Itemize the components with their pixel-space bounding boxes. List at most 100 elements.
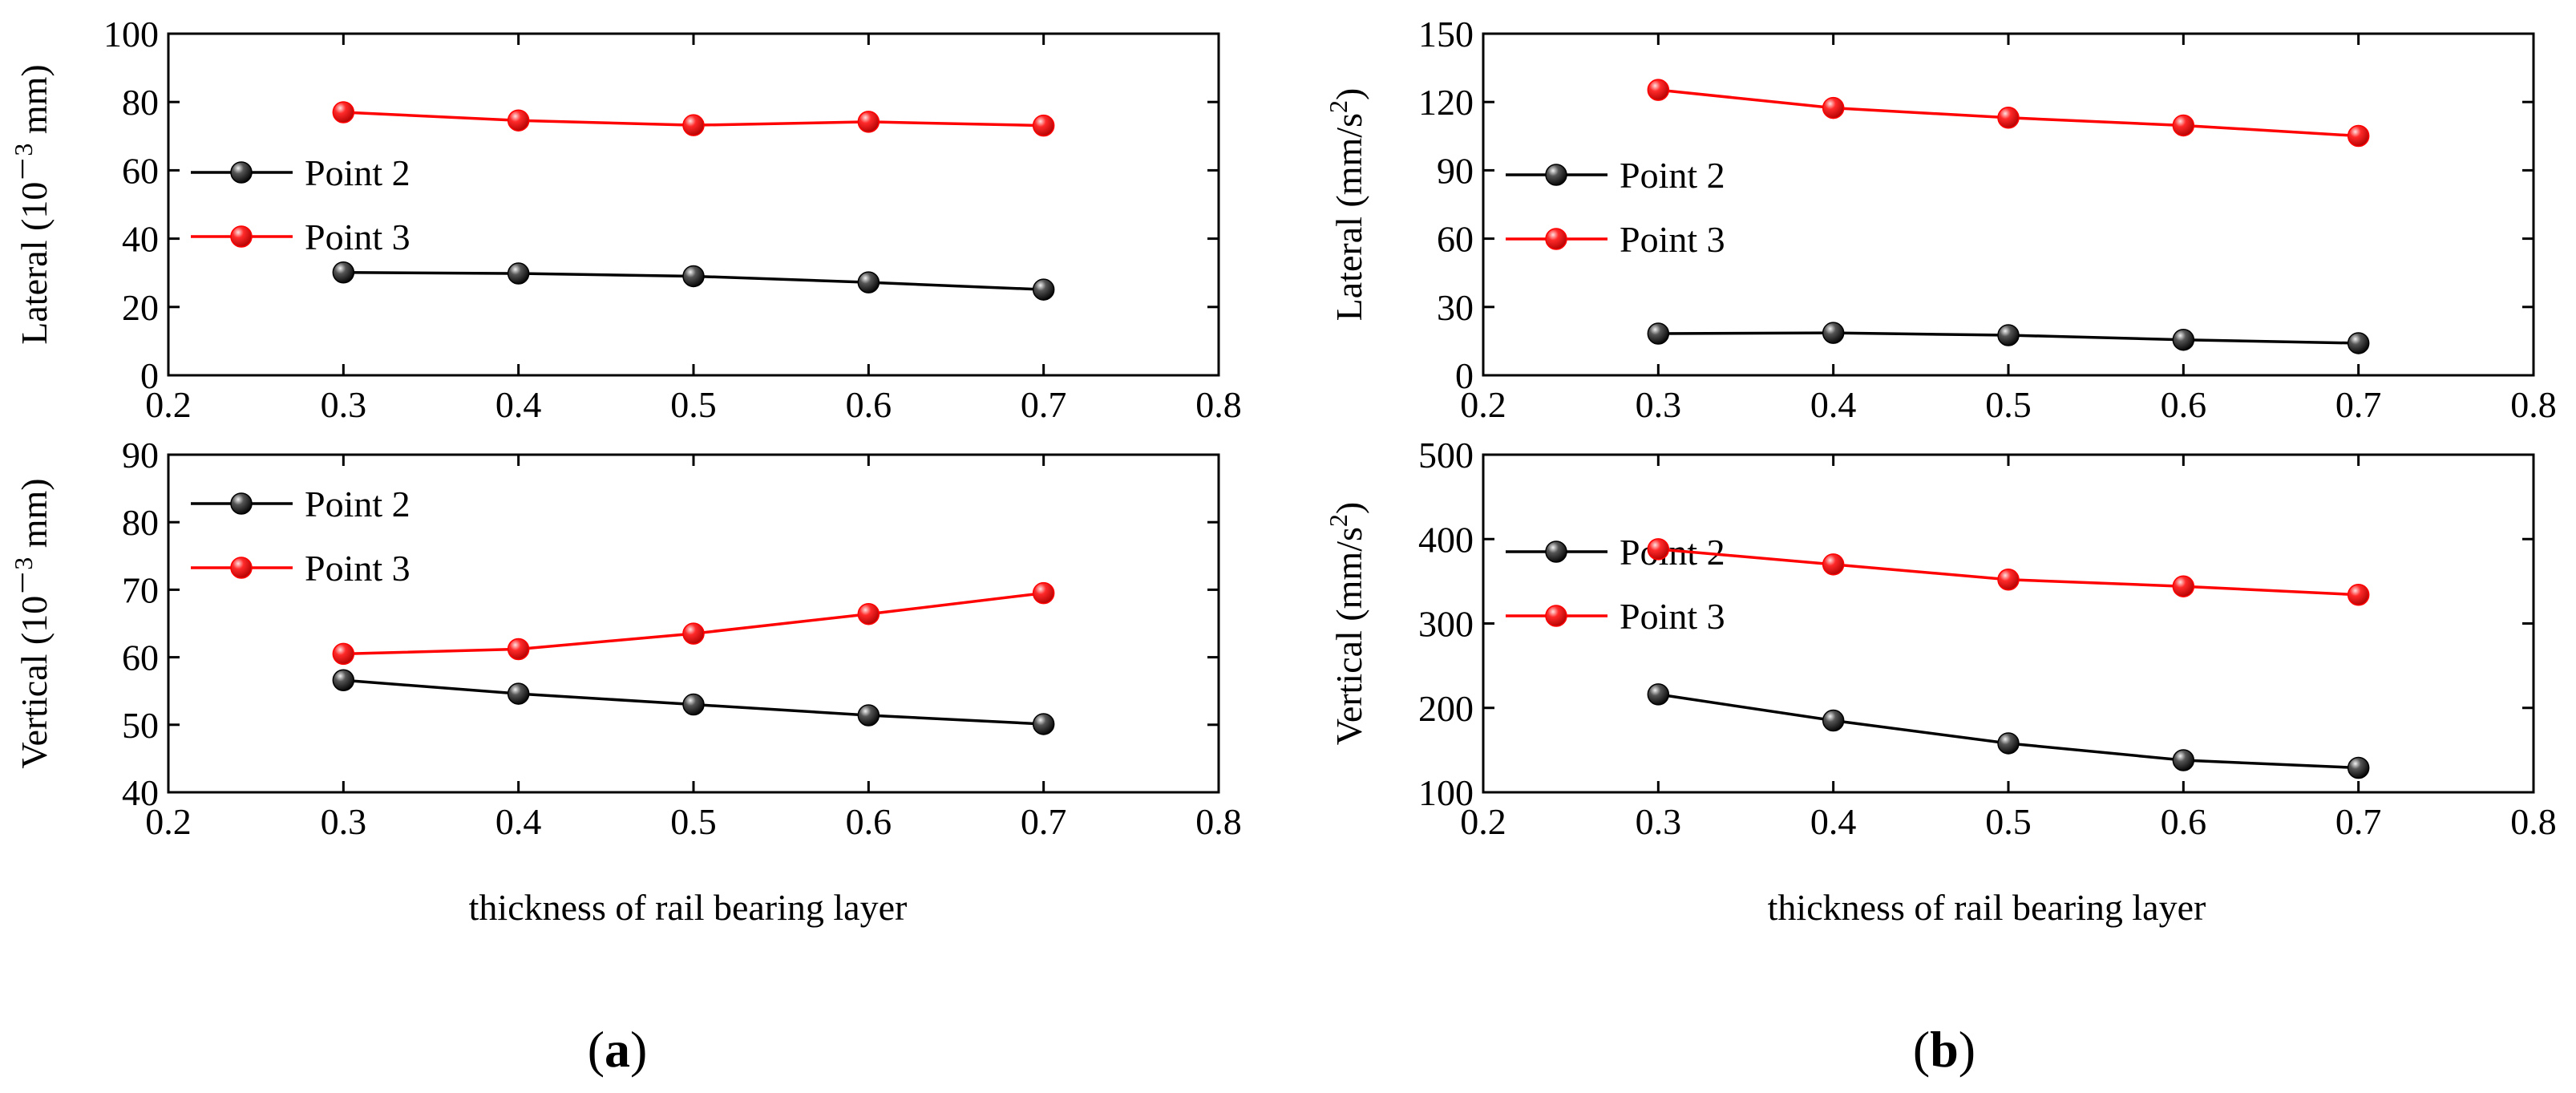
- legend-label: Point 3: [305, 548, 410, 589]
- legend-marker: [230, 492, 253, 515]
- y-tick-label: 40: [122, 772, 159, 813]
- y-axis-title-suffix: mm): [14, 64, 55, 143]
- x-tick-label: 0.4: [495, 384, 542, 425]
- x-tick-label: 0.2: [1460, 384, 1506, 425]
- data-point: [1997, 107, 2020, 129]
- legend-label: Point 3: [1620, 219, 1725, 260]
- data-point: [857, 704, 880, 727]
- panel-a-top-chart: 0.2 0.3 0.4 0.5 0.6 0.7 0.8 0 20 40 60 80 100 Lateral…: [9, 14, 1242, 425]
- x-tick-label: 0.7: [1021, 801, 1067, 842]
- panel-label-a: (a): [588, 1021, 648, 1078]
- y-tick-label: 70: [122, 569, 159, 610]
- x-tick-label: 0.5: [670, 384, 717, 425]
- panel-label-b-close: ): [1959, 1021, 1975, 1078]
- legend-label: Point 3: [305, 217, 410, 257]
- y-tick-label: 60: [1437, 219, 1474, 260]
- y-tick-label: 60: [122, 150, 159, 191]
- x-tick-label: 0.8: [2510, 384, 2557, 425]
- x-tick-label: 0.4: [495, 801, 542, 842]
- y-tick-label: 80: [122, 82, 159, 123]
- y-tick-label: 300: [1418, 604, 1474, 645]
- panel-label-a-letter: a: [605, 1021, 630, 1078]
- y-axis-title-prefix: Lateral (mm/s: [1328, 113, 1369, 321]
- y-axis-title-prefix: Lateral (10: [14, 182, 55, 345]
- y-tick-label: 80: [122, 502, 159, 543]
- data-point: [2172, 749, 2195, 771]
- y-axis-title-superscript: －3: [9, 144, 38, 182]
- x-tick-label: 0.8: [1195, 384, 1242, 425]
- y-tick-label: 120: [1418, 82, 1474, 123]
- data-point: [1647, 538, 1670, 561]
- data-point: [332, 642, 355, 666]
- data-point: [1032, 581, 1055, 605]
- legend-marker: [230, 557, 253, 579]
- y-axis-title: Lateral (10－3 mm): [9, 64, 55, 344]
- data-point: [1032, 278, 1055, 301]
- panel-b-bottom-chart: 0.2 0.3 0.4 0.5 0.6 0.7 0.8 100 200 300 400 500 Vert…: [1324, 435, 2557, 842]
- y-tick-label: 200: [1418, 688, 1474, 729]
- legend-marker: [1545, 540, 1567, 563]
- y-axis-title-suffix: ): [1328, 502, 1369, 514]
- x-tick-label: 0.2: [1460, 801, 1506, 842]
- data-point: [332, 101, 355, 123]
- x-tick-label: 0.4: [1810, 384, 1857, 425]
- data-point: [2347, 332, 2370, 354]
- legend-marker: [230, 161, 253, 184]
- legend-marker: [1545, 164, 1567, 186]
- x-tick-label: 0.8: [2510, 801, 2557, 842]
- y-axis-title-superscript: －3: [9, 557, 38, 596]
- legend-label: Point 3: [1620, 596, 1725, 637]
- panel-label-a-open: (: [588, 1021, 605, 1078]
- data-point: [682, 693, 705, 716]
- data-point: [332, 261, 355, 284]
- x-axis-title-b: thickness of rail bearing layer: [1768, 887, 2206, 928]
- y-tick-label: 400: [1418, 519, 1474, 560]
- x-tick-label: 0.5: [1985, 384, 2032, 425]
- data-point: [857, 271, 880, 293]
- data-point: [507, 262, 530, 285]
- y-tick-label: 100: [103, 14, 159, 55]
- x-tick-label: 0.7: [2335, 384, 2382, 425]
- data-point: [507, 638, 530, 661]
- y-axis-title-prefix: Vertical (10: [14, 596, 55, 769]
- data-point: [2347, 124, 2370, 148]
- y-tick-label: 30: [1437, 287, 1474, 328]
- x-tick-label: 0.3: [321, 384, 367, 425]
- x-tick-label: 0.6: [846, 384, 892, 425]
- y-tick-label: 0: [1455, 355, 1474, 396]
- y-axis-title-superscript: 2: [1324, 100, 1353, 113]
- panel-label-b-open: (: [1913, 1021, 1930, 1078]
- data-point: [682, 622, 705, 645]
- data-point: [1647, 322, 1670, 345]
- y-tick-label: 500: [1418, 435, 1474, 476]
- data-point: [682, 265, 705, 288]
- x-tick-label: 0.3: [1636, 384, 1682, 425]
- legend-marker: [1545, 605, 1567, 627]
- data-point: [2172, 328, 2195, 351]
- data-point: [2347, 756, 2370, 779]
- data-point: [332, 669, 355, 691]
- legend-label: Point 2: [305, 484, 410, 524]
- data-point: [1647, 683, 1670, 706]
- y-tick-label: 150: [1418, 14, 1474, 55]
- x-axis-title-a: thickness of rail bearing layer: [469, 887, 908, 928]
- y-tick-label: 40: [122, 219, 159, 260]
- panel-label-a-close: ): [630, 1021, 647, 1078]
- data-point: [857, 111, 880, 133]
- y-axis-title: Vertical (mm/s2): [1324, 502, 1369, 745]
- x-tick-label: 0.6: [2161, 384, 2207, 425]
- data-point: [1997, 569, 2020, 591]
- plot-frame: [1482, 32, 2535, 377]
- y-axis-title: Vertical (10－3 mm): [9, 478, 55, 768]
- x-tick-label: 0.3: [321, 801, 367, 842]
- x-tick-label: 0.7: [2335, 801, 2382, 842]
- data-point: [2172, 114, 2195, 137]
- y-tick-label: 50: [122, 705, 159, 746]
- x-tick-label: 0.8: [1195, 801, 1242, 842]
- y-axis-title-suffix: ): [1328, 88, 1369, 100]
- data-point: [2347, 583, 2370, 606]
- x-tick-label: 0.6: [2161, 801, 2207, 842]
- data-point: [2172, 575, 2195, 597]
- y-tick-label: 20: [122, 287, 159, 328]
